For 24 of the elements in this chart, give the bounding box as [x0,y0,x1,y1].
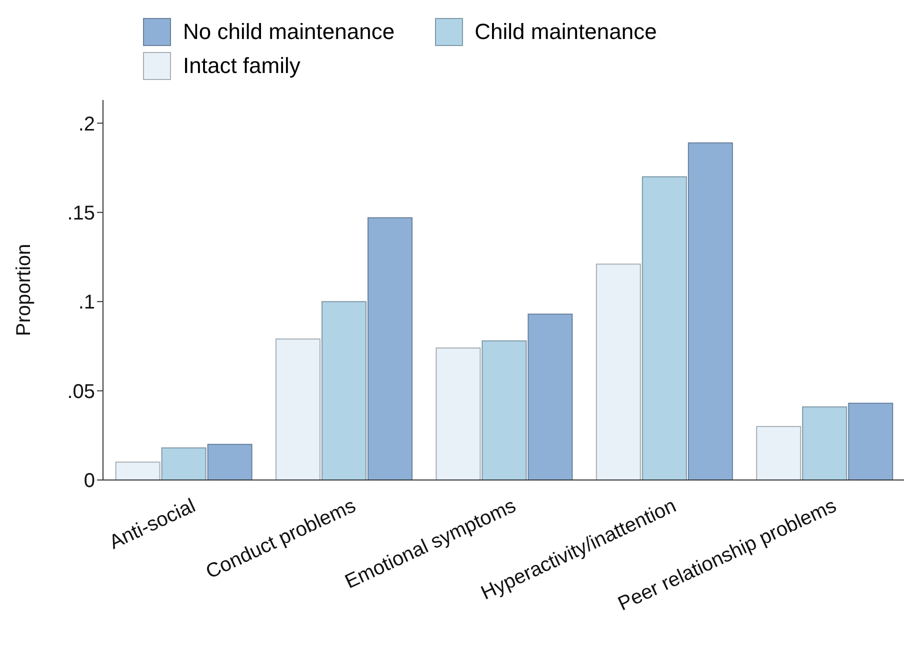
y-tick-label: .05 [67,380,95,403]
y-tick-label: .2 [78,113,95,136]
bar [322,301,367,480]
bar [207,444,252,480]
legend-label: No child maintenance [183,19,395,45]
bar [161,447,206,480]
bar [642,176,687,480]
bar [688,142,733,480]
y-tick-label: 0 [84,470,95,492]
y-tick-label: .15 [67,202,95,224]
bar [596,264,641,480]
y-tick-label: .1 [78,292,95,314]
bar [436,347,481,480]
legend-label: Child maintenance [474,19,657,45]
bar [756,426,802,480]
bar [368,217,413,480]
legend-label: Intact family [183,53,300,79]
bar [848,402,894,480]
bar [528,314,573,480]
bar [276,338,321,480]
bar [482,340,527,480]
bar [802,406,848,480]
y-axis-title: Proportion [13,244,36,336]
bar [115,462,160,480]
